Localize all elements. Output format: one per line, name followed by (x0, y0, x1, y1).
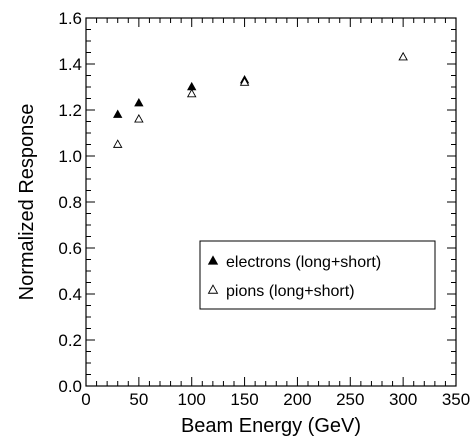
electron-point (113, 109, 123, 118)
y-tick-label: 1.0 (58, 147, 82, 166)
x-tick-label: 100 (178, 390, 206, 409)
electron-point (134, 97, 144, 107)
x-axis-title: Beam Energy (GeV) (181, 415, 361, 437)
pion-point (186, 88, 197, 98)
y-tick-label: 0.8 (58, 193, 82, 212)
y-tick-label: 1.6 (58, 9, 82, 28)
y-tick-label: 1.2 (58, 101, 82, 120)
x-tick-label: 350 (442, 390, 470, 409)
legend-markers (207, 255, 219, 294)
x-tick-label: 0 (81, 390, 90, 409)
legend-label-electrons: electrons (long+short) (226, 254, 381, 271)
y-tick-label: 0.4 (58, 285, 82, 304)
x-tick-label: 50 (129, 390, 148, 409)
y-tick-label: 0.0 (58, 377, 82, 396)
legend: electrons (long+short) pions (long+short… (199, 240, 436, 310)
y-tick-label: 1.4 (58, 55, 82, 74)
x-tick-label: 250 (336, 390, 364, 409)
pion-point (398, 51, 408, 61)
x-tick-label: 300 (389, 390, 417, 409)
y-axis-title: Normalized Response (16, 104, 38, 301)
plot-frame (85, 17, 457, 387)
x-tick-label: 150 (230, 390, 258, 409)
y-tick-label: 0.6 (58, 239, 82, 258)
legend-marker-pions (207, 284, 219, 294)
y-tick-label: 0.2 (58, 331, 82, 350)
axis-ticks (85, 17, 457, 387)
x-tick-label: 200 (283, 390, 311, 409)
pion-point (112, 139, 123, 148)
data-points (112, 51, 408, 148)
legend-label-pions: pions (long+short) (226, 283, 355, 300)
pion-point (239, 77, 250, 86)
tick-labels: 0 50 100 150 200 250 300 350 0.0 0.2 0.4 0.6 0.8 1.0 1… (58, 9, 470, 409)
pion-point (134, 113, 144, 123)
legend-box (199, 240, 436, 310)
legend-marker-electrons (207, 255, 219, 265)
